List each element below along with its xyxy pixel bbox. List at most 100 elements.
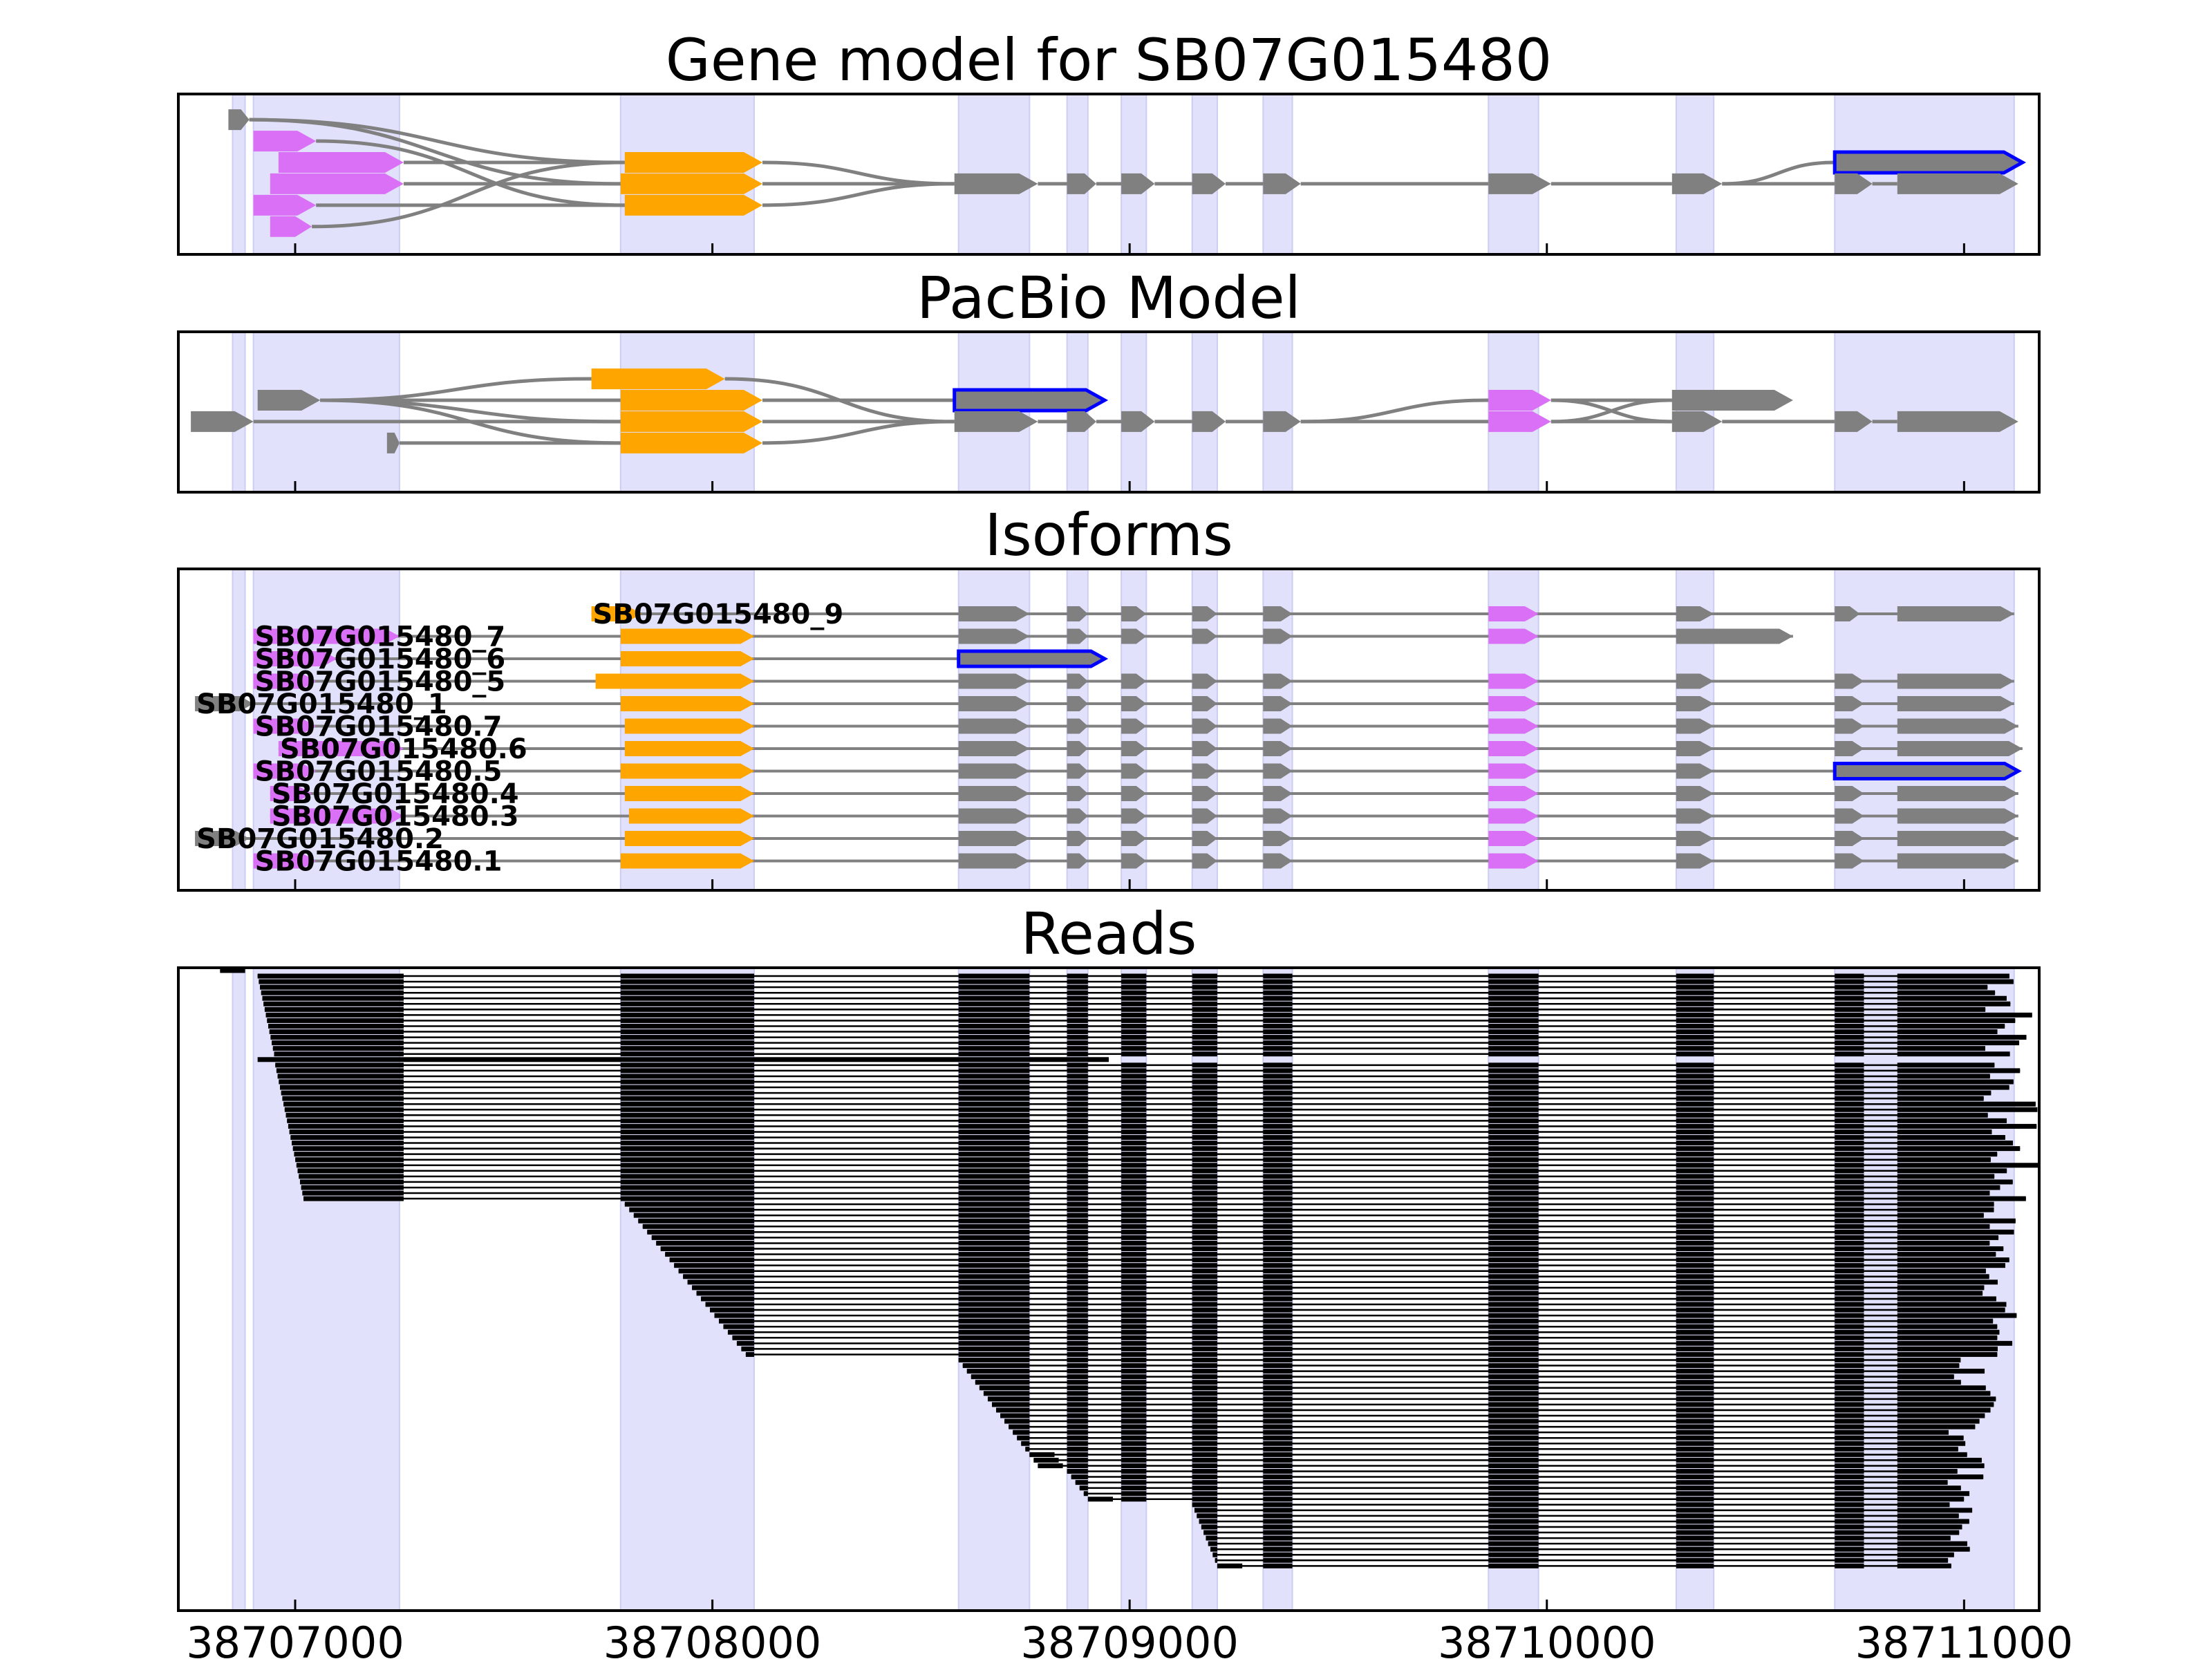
read-block-76-5: [1192, 1391, 1217, 1396]
iso-exon-1-3: [1067, 628, 1088, 644]
read-block-10-9: [1835, 1024, 1864, 1029]
read-block-17-7: [1488, 1062, 1539, 1068]
read-block-35-7: [1488, 1163, 1539, 1168]
iso-exon-8-4: [1121, 786, 1147, 801]
read-block-65-6: [1263, 1329, 1293, 1335]
read-block-85-last: [1897, 1441, 1966, 1446]
iso-exon-5-2: [958, 718, 1030, 734]
iso-exon-10-7: [1488, 831, 1539, 846]
read-block-41-2: [958, 1196, 1030, 1201]
read-block-58-6: [1263, 1291, 1293, 1296]
read-block-56-3: [1067, 1280, 1088, 1285]
read-block-25-1: [620, 1107, 754, 1112]
read-block-34-1: [620, 1157, 754, 1163]
panel-frame-2: [177, 568, 2041, 892]
read-block-107-6: [1263, 1563, 1293, 1568]
read-block-62-4: [1121, 1313, 1147, 1318]
read-block-8-9: [1835, 1012, 1864, 1018]
read-block-27-3: [1067, 1118, 1088, 1123]
iso-exon-9-10: [1897, 808, 2018, 824]
read-block-89-last: [1897, 1463, 1985, 1468]
read-block-8-6: [1263, 1012, 1293, 1018]
read-block-44-7: [1488, 1212, 1539, 1218]
read-block-51-0: [665, 1252, 754, 1257]
read-block-79-5: [1192, 1407, 1217, 1413]
read-block-78-4: [1121, 1402, 1147, 1407]
read-block-86-0: [1025, 1446, 1030, 1452]
read-block-39-3: [1067, 1185, 1088, 1190]
x-axis: 38707000 38708000 38709000 38710000 38711000: [186, 243, 2073, 1659]
exon-p0-10: [1067, 173, 1096, 194]
read-block-85-5: [1192, 1441, 1217, 1446]
iso-exon-4-3: [1067, 696, 1088, 711]
read-block-66-last: [1897, 1335, 1998, 1340]
read-block-60-7: [1488, 1302, 1539, 1307]
read-block-42-9: [1835, 1201, 1864, 1207]
exon-p0-14: [1488, 173, 1551, 194]
read-block-66-3: [1067, 1335, 1088, 1340]
read-block-28-2: [958, 1123, 1030, 1129]
isoform-label: SB07G015480.6: [280, 733, 527, 765]
read-block-27-4: [1121, 1118, 1147, 1123]
read-block-12-4: [1121, 1035, 1147, 1040]
read-block-28-9: [1835, 1123, 1864, 1129]
read-block-5-7: [1488, 995, 1539, 1001]
read-block-66-2: [958, 1335, 1030, 1340]
read-block-24-4: [1121, 1101, 1147, 1107]
read-block-28-0: [288, 1123, 404, 1129]
read-block-39-last: [1897, 1185, 2000, 1190]
read-block-21-8: [1676, 1085, 1714, 1090]
iso-exon-7-8: [1676, 763, 1714, 779]
iso-exon-2-2: [957, 649, 1109, 668]
exon-p0-7: [620, 173, 762, 194]
read-block-79-9: [1835, 1407, 1864, 1413]
read-block-59-8: [1676, 1296, 1714, 1302]
read-block-19-2: [958, 1074, 1030, 1079]
isoform-label: SB07G015480_7: [255, 621, 506, 653]
read-block-25-6: [1263, 1107, 1293, 1112]
read-block-73-6: [1263, 1374, 1293, 1380]
read-block-100-8: [1676, 1524, 1714, 1530]
read-block-46-last: [1897, 1224, 1990, 1229]
read-block-33-6: [1263, 1152, 1293, 1157]
read-block-42-3: [1067, 1201, 1088, 1207]
read-block-61-8: [1676, 1307, 1714, 1313]
read-block-88-9: [1835, 1457, 1864, 1463]
read-block-61-7: [1488, 1307, 1539, 1313]
read-block-15-1: [620, 1051, 754, 1057]
read-block-82-0: [1009, 1424, 1030, 1430]
iso-exon-4-5: [1192, 696, 1217, 711]
iso-exon-10-10: [1897, 831, 2018, 846]
read-block-101-last: [1897, 1530, 1960, 1535]
iso-exon-11-7: [1488, 853, 1539, 869]
read-block-29-0: [289, 1129, 404, 1134]
iso-exon-10-5: [1192, 831, 1217, 846]
iso-exon-6-5: [1192, 741, 1217, 756]
read-block-94-8: [1676, 1491, 1714, 1497]
read-block-65-last: [1897, 1329, 2000, 1335]
iso-exon-10-2: [958, 831, 1030, 846]
exon-p0-8: [624, 194, 762, 216]
read-block-101-9: [1835, 1530, 1864, 1535]
read-block-22-2: [958, 1090, 1030, 1096]
iso-exon-7-7: [1488, 763, 1539, 779]
read-block-26-2: [958, 1112, 1030, 1118]
panel-title: Reads: [1021, 900, 1197, 968]
read-block-37-7: [1488, 1174, 1539, 1179]
read-block-67-8: [1676, 1340, 1714, 1346]
isoform-label: SB07G015480_1: [196, 688, 447, 720]
read-block-7-1: [620, 1006, 754, 1012]
read-block-68-6: [1263, 1346, 1293, 1351]
read-block-90-4: [1121, 1469, 1147, 1474]
read-block-51-2: [958, 1252, 1030, 1257]
read-block-7-7: [1488, 1006, 1539, 1012]
read-block-78-5: [1192, 1402, 1217, 1407]
iso-exon-10-3: [1067, 831, 1088, 846]
read-block-5-last: [1897, 995, 2007, 1001]
isoform-label: SB07G015480.3: [272, 801, 519, 833]
read-block-85-3: [1067, 1441, 1088, 1446]
read-block-31-8: [1676, 1141, 1714, 1146]
read-block-21-5: [1192, 1085, 1217, 1090]
read-block-64-2: [958, 1324, 1030, 1329]
read-block-99-8: [1676, 1519, 1714, 1524]
